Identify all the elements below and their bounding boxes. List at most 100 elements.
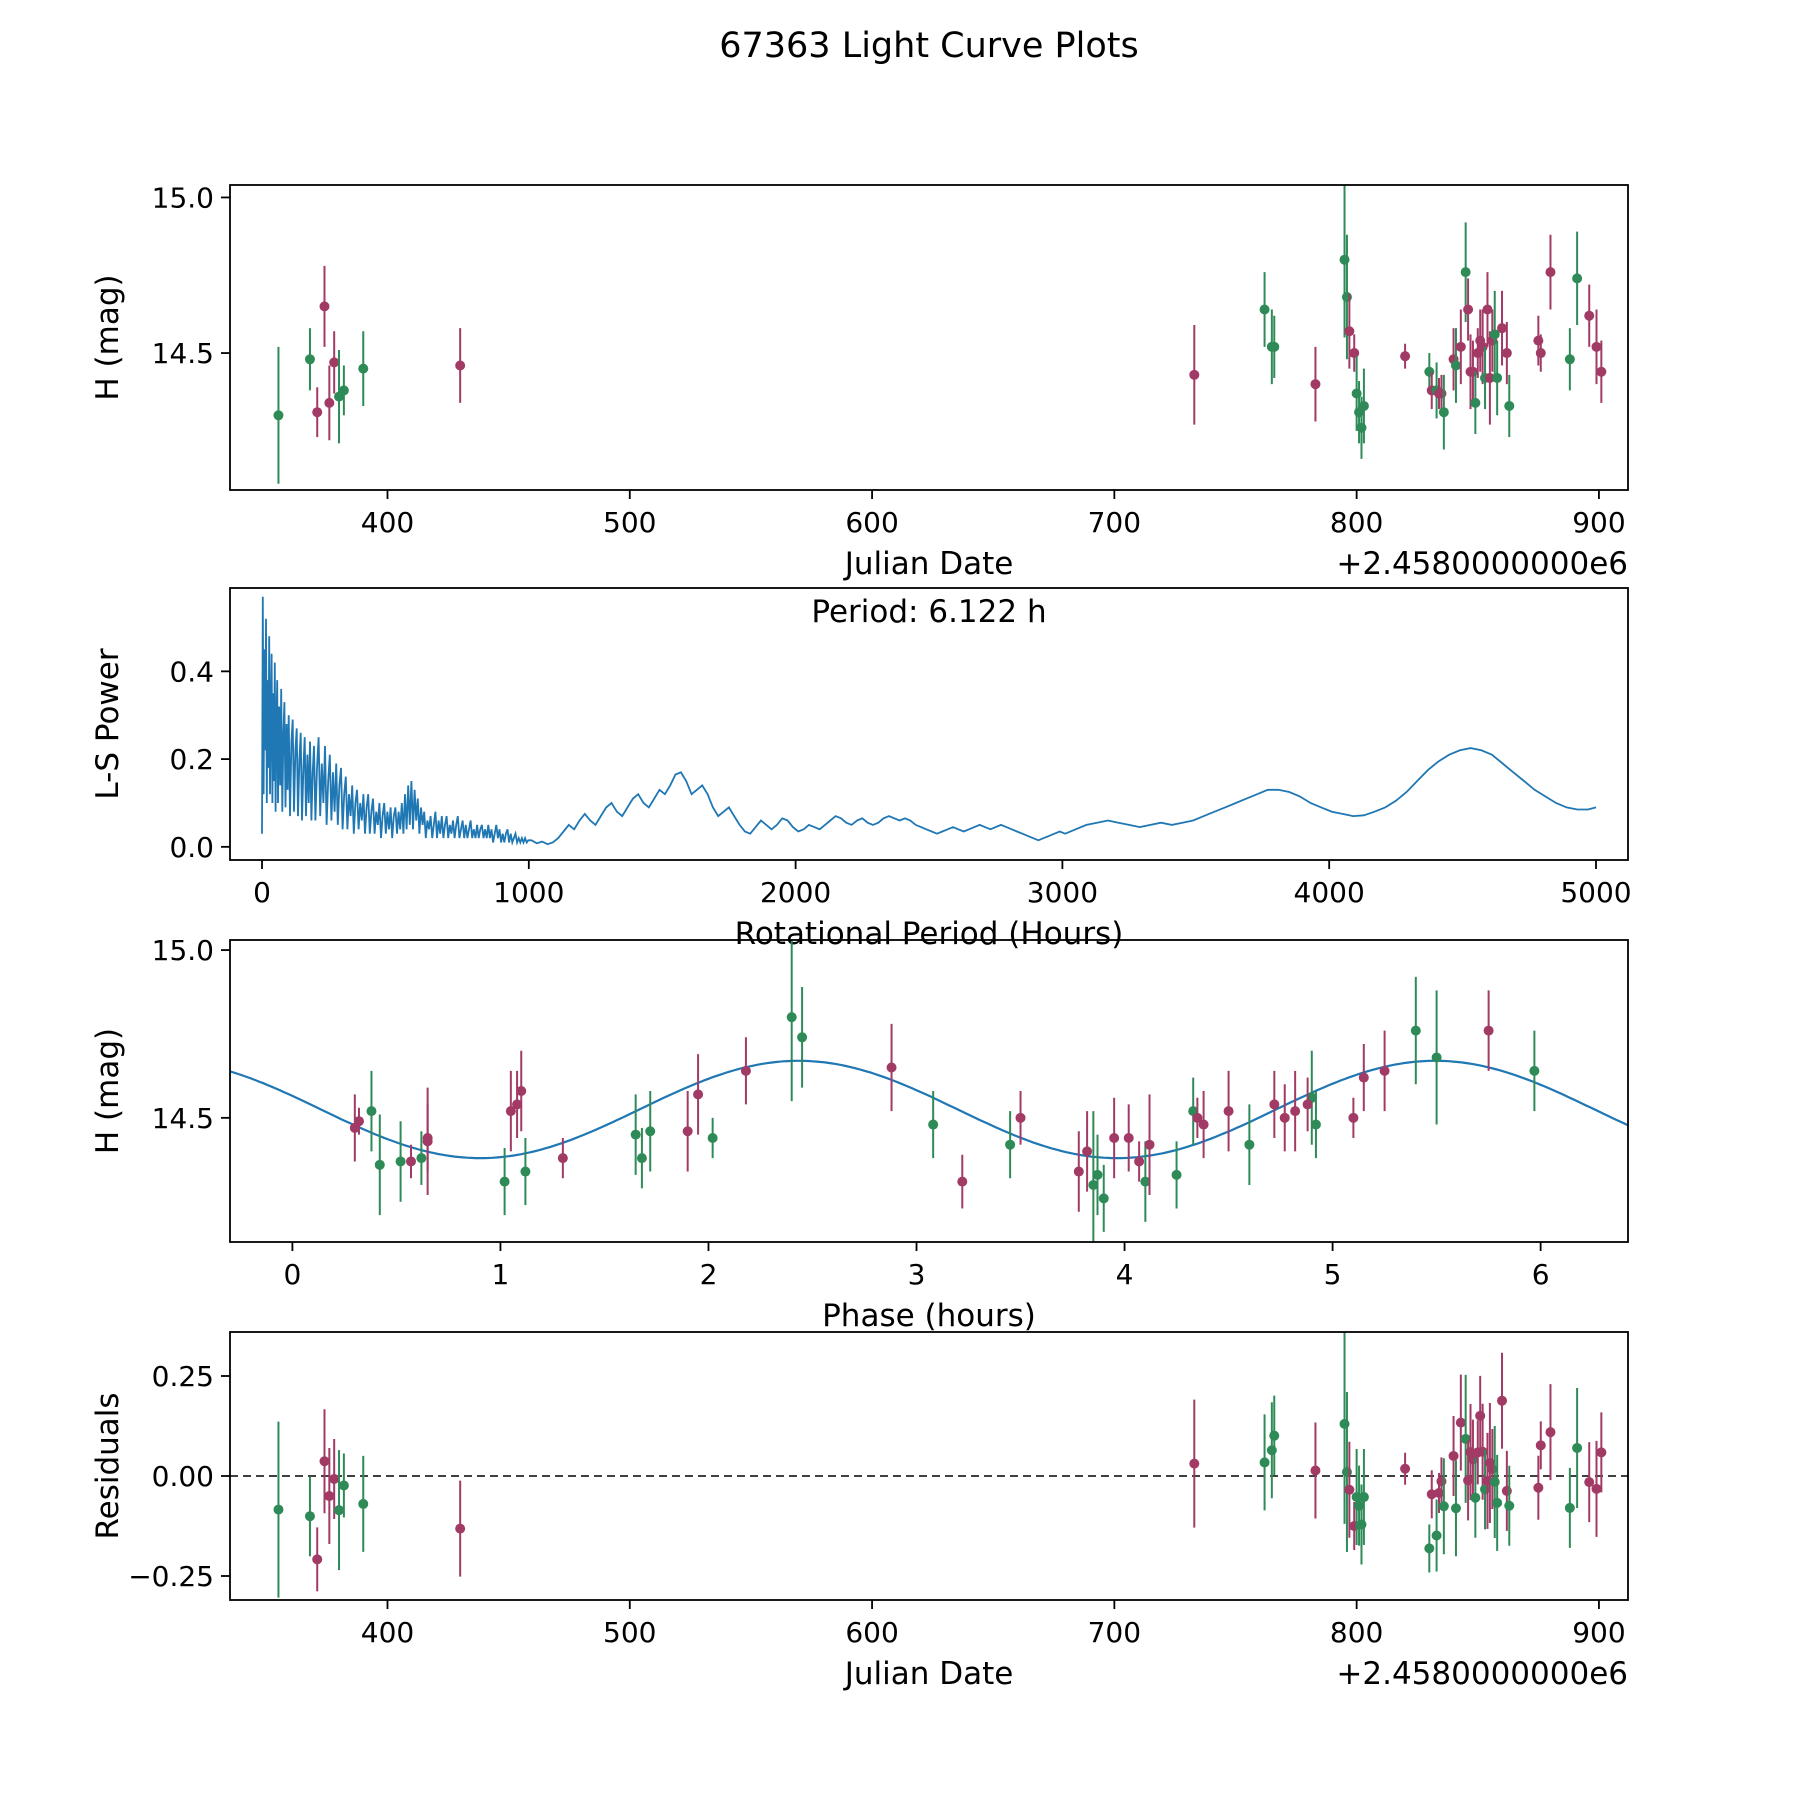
x-tick-label: 500 (603, 506, 656, 539)
x-tick-label: 5000 (1560, 876, 1631, 909)
data-point (1171, 1169, 1182, 1180)
x-tick-label: 1000 (493, 876, 564, 909)
data-point (338, 1480, 349, 1491)
data-point (1431, 1052, 1442, 1063)
data-point (1545, 1427, 1556, 1438)
data-point (693, 1089, 704, 1100)
data-point (1424, 1543, 1435, 1554)
data-point (1497, 1395, 1508, 1406)
axis-offset-text: +2.4580000000e6 (1336, 1656, 1628, 1692)
data-point (1564, 1502, 1575, 1513)
x-tick-label: 800 (1330, 506, 1383, 539)
data-point (1302, 1099, 1313, 1110)
sinusoid-fit-line (230, 1059, 1628, 1160)
data-point (1192, 1112, 1203, 1123)
data-point (1223, 1106, 1234, 1117)
y-tick-label: 0.00 (152, 1460, 214, 1493)
data-point (516, 1086, 527, 1096)
x-tick-label: 2000 (760, 876, 831, 909)
data-point (1144, 1139, 1155, 1150)
y-axis-label: H (mag) (90, 1028, 126, 1154)
figure-title: 67363 Light Curve Plots (719, 26, 1139, 66)
data-point (1489, 1476, 1500, 1487)
data-point (1098, 1193, 1109, 1204)
data-point (707, 1132, 718, 1143)
data-point (1349, 348, 1360, 359)
data-point (416, 1153, 427, 1164)
data-point (1400, 351, 1411, 362)
data-point (374, 1159, 385, 1170)
data-point (1290, 1106, 1301, 1117)
data-point (636, 1153, 647, 1164)
y-tick-label: 15.0 (152, 934, 214, 967)
data-point (358, 1498, 369, 1509)
chart-lightcurve-jd: 400 500 600 700 800 900 14.5 15.0 Julian Date H (… (90, 181, 1629, 582)
data-point (422, 1132, 433, 1143)
data-point (1341, 1466, 1352, 1477)
data-point (358, 363, 369, 374)
data-point (1189, 1458, 1200, 1469)
ls-power-curve (261, 596, 1597, 846)
x-tick-label: 700 (1088, 506, 1141, 539)
data-point (1341, 292, 1352, 303)
data-point (304, 1511, 315, 1522)
x-tick-label: 400 (361, 1616, 414, 1649)
y-tick-label: 0.0 (169, 831, 214, 864)
x-tick-label: 600 (845, 1616, 898, 1649)
x-tick-label: 900 (1572, 506, 1625, 539)
data-point (1344, 326, 1355, 337)
data-point (1269, 1430, 1280, 1441)
x-tick-label: 6 (1532, 1258, 1550, 1291)
data-point (319, 301, 330, 312)
data-point (1310, 1119, 1321, 1130)
axes-spines (229, 184, 1629, 491)
plot-area (230, 940, 1628, 1242)
data-point (312, 1554, 323, 1565)
data-point (1483, 1025, 1494, 1036)
x-tick-label: 400 (361, 506, 414, 539)
data-point (1492, 1497, 1503, 1508)
data-point (329, 1473, 340, 1484)
data-point (304, 354, 315, 365)
y-tick-label: 0.25 (152, 1360, 214, 1393)
data-point (1073, 1166, 1084, 1177)
data-point (1450, 360, 1461, 371)
data-point (645, 1126, 656, 1137)
data-point (1501, 348, 1512, 359)
data-point (1482, 304, 1493, 315)
data-point (682, 1126, 693, 1137)
data-point (797, 1032, 808, 1043)
data-point (366, 1106, 377, 1117)
chart-periodogram: 0 1000 2000 3000 4000 5000 0.0 0.2 0.4 Rotational… (90, 587, 1632, 952)
data-point (520, 1166, 531, 1177)
data-point (1596, 1447, 1607, 1458)
data-point (273, 1504, 284, 1515)
axes-spines (229, 939, 1629, 1243)
plot-area (230, 1332, 1628, 1598)
data-point (1259, 1457, 1270, 1468)
data-point (1463, 1475, 1474, 1486)
axes-spines (229, 1331, 1629, 1601)
data-point (405, 1156, 416, 1167)
data-point (334, 1505, 345, 1516)
y-axis-label: L-S Power (90, 648, 126, 799)
data-point (1448, 1450, 1459, 1461)
data-point (1358, 400, 1369, 411)
data-point (1467, 366, 1478, 377)
y-axis-label: H (mag) (90, 274, 126, 400)
x-axis-label: Julian Date (843, 1656, 1014, 1692)
data-point (395, 1156, 406, 1167)
data-point (1379, 1065, 1390, 1076)
data-point (273, 410, 284, 421)
x-tick-label: 4 (1116, 1258, 1134, 1291)
data-point (1266, 1445, 1277, 1456)
data-point (1400, 1463, 1411, 1474)
data-point (1497, 323, 1508, 334)
data-point (1564, 354, 1575, 365)
data-point (324, 1491, 335, 1502)
data-point (1533, 1482, 1544, 1493)
plot-area (261, 596, 1597, 846)
data-point (1584, 310, 1595, 321)
data-point (319, 1456, 330, 1467)
